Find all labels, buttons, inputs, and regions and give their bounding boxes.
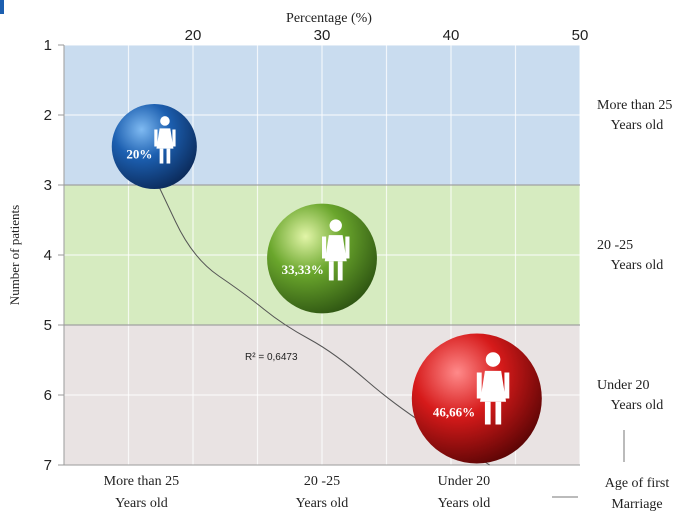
bubble-circle: [267, 203, 377, 314]
woman-icon-head: [160, 116, 170, 126]
bottom-category-line2: Years old: [438, 496, 491, 511]
woman-icon: [154, 116, 176, 164]
band-label-line2: Years old: [611, 258, 664, 273]
trendline: [157, 184, 490, 466]
band-labels: More than 25 Years old 20 -25 Years old Unde…: [597, 98, 672, 413]
y-tick-label: 4: [44, 247, 52, 264]
y-axis-title: Number of patients: [7, 205, 22, 305]
woman-icon-leg: [328, 261, 334, 281]
bottom-axis-title-line1: Age of first: [605, 476, 670, 491]
bubble-label: 20%: [126, 146, 152, 161]
bottom-category-line1: Under 20: [438, 474, 491, 489]
woman-icon: [322, 219, 350, 281]
woman-icon-arm: [345, 236, 350, 259]
corner-accent: [0, 0, 4, 14]
band-label-line2: Years old: [611, 118, 664, 133]
bottom-category-line2: Years old: [115, 496, 168, 511]
woman-icon-dress: [480, 370, 507, 402]
y-tick-label: 7: [44, 457, 52, 474]
y-tick-label: 2: [44, 107, 52, 124]
band-label-line1: More than 25: [597, 98, 672, 113]
bubble: 20%: [111, 103, 197, 190]
woman-icon-dress: [156, 128, 174, 149]
y-tick-label: 5: [44, 317, 52, 334]
bubble-circle: [111, 103, 197, 190]
x-axis-title: Percentage (%): [286, 11, 372, 26]
y-tick-label: 3: [44, 177, 52, 194]
bubble: 46,66%: [411, 333, 542, 464]
band-label-line2: Years old: [611, 398, 664, 413]
bubble: 33,33%: [267, 203, 377, 314]
woman-icon-arm: [476, 372, 482, 399]
bottom-axis-title-line2: Marriage: [611, 497, 662, 512]
bubble-label: 33,33%: [282, 262, 324, 277]
y-tick-label: 1: [44, 37, 52, 54]
woman-icon-arm: [154, 129, 158, 147]
band-label-line1: Under 20: [597, 378, 650, 393]
woman-icon-leg: [495, 401, 502, 425]
y-tick-label: 6: [44, 387, 52, 404]
bottom-category-line1: More than 25: [104, 474, 179, 489]
woman-icon-leg: [166, 148, 171, 164]
x-tick-label: 50: [572, 27, 589, 44]
woman-icon: [476, 352, 510, 425]
woman-icon-leg: [337, 261, 343, 281]
woman-icon-head: [329, 219, 342, 232]
woman-icon-arm: [504, 372, 510, 399]
bubble-label: 46,66%: [433, 405, 475, 420]
woman-icon-leg: [159, 148, 164, 164]
trendline-label: R² = 0,6473: [245, 352, 298, 363]
x-tick-labels: 20 30 40 50: [185, 27, 589, 44]
woman-icon-head: [485, 352, 501, 367]
woman-icon-leg: [484, 401, 491, 425]
bubbles: 20% 33,33% 46,66%: [111, 103, 542, 464]
y-tick-labels: 1 2 3 4 5 6 7: [44, 37, 64, 474]
bottom-category-line1: 20 -25: [304, 474, 340, 489]
band-label-line1: 20 -25: [597, 238, 633, 253]
bottom-category-line2: Years old: [296, 496, 349, 511]
x-tick-label: 20: [185, 27, 202, 44]
x-tick-label: 40: [443, 27, 460, 44]
bottom-category-labels: More than 25 Years old 20 -25 Years old Unde…: [104, 474, 491, 511]
woman-icon-arm: [172, 129, 176, 147]
woman-icon-arm: [322, 236, 327, 259]
x-tick-label: 30: [314, 27, 331, 44]
woman-icon-dress: [324, 235, 347, 262]
